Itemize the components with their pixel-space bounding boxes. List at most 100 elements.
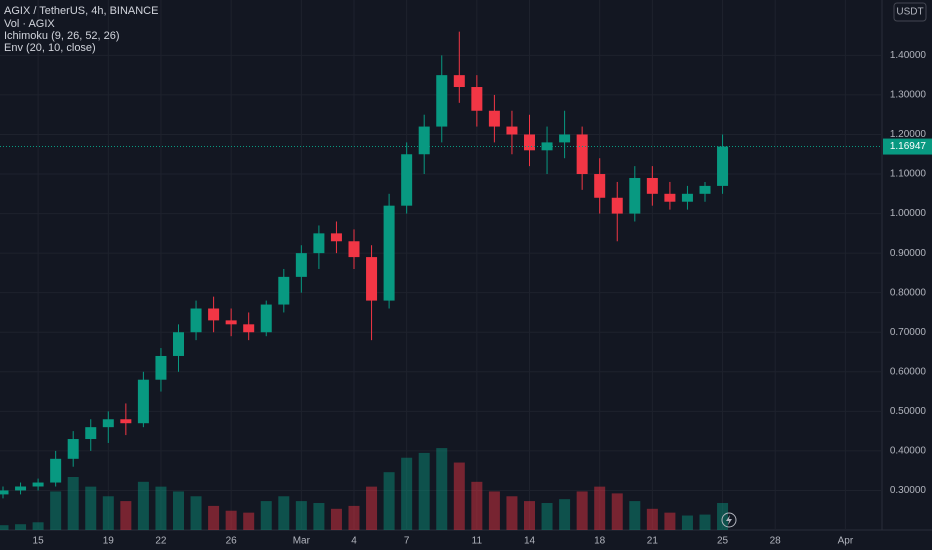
volume-bar: [418, 452, 430, 530]
x-tick-label: 26: [226, 536, 238, 547]
candle-body: [611, 197, 623, 214]
candle-body: [559, 134, 571, 143]
candle-body: [629, 177, 641, 214]
y-tick-label: 1.40000: [890, 50, 927, 61]
volume-bar: [664, 512, 676, 530]
volume-bar: [225, 510, 237, 530]
volume-bar: [348, 505, 360, 530]
candle-body: [681, 193, 693, 202]
volume-bar: [506, 496, 518, 530]
x-tick-label: Mar: [293, 536, 311, 547]
candle-body: [717, 146, 729, 186]
candle-body: [383, 205, 395, 301]
y-tick-label: 1.20000: [890, 129, 927, 140]
candle-body: [401, 154, 413, 206]
candle-body: [120, 419, 132, 424]
volume-bar: [173, 491, 184, 530]
volume-bar: [32, 522, 44, 530]
volume-bar: [681, 515, 693, 530]
y-tick-label: 1.00000: [890, 208, 927, 219]
axes: 0.30000 0.40000 0.50000 0.60000 0.70000 0.800…: [33, 50, 932, 547]
x-tick-label: 22: [155, 536, 167, 547]
indicator-label: Env (20, 10, close): [4, 42, 96, 54]
candle-body: [208, 308, 220, 321]
x-tick-label: 18: [594, 536, 606, 547]
candle-body: [278, 276, 290, 305]
volume-bar: [85, 486, 97, 530]
flash-icon-glyph: [726, 515, 732, 525]
candle-body: [137, 379, 149, 424]
candle-body: [50, 458, 62, 483]
volume-bar: [330, 508, 342, 530]
x-tick-label: 28: [770, 536, 782, 547]
x-tick-label: 21: [647, 536, 659, 547]
volume-bar: [383, 472, 395, 530]
volume-bar: [120, 501, 132, 530]
volume-bar: [260, 501, 272, 530]
volume-bar: [401, 457, 413, 530]
candle-body: [471, 87, 483, 111]
x-tick-label: Apr: [838, 536, 854, 547]
volume-bar: [208, 505, 220, 530]
x-tick-label: 14: [524, 536, 536, 547]
volume-bar: [0, 525, 9, 530]
candle-body: [295, 253, 307, 277]
candle-body: [436, 75, 448, 127]
candle-body: [243, 324, 255, 333]
volume-bar: [611, 493, 623, 530]
x-tick-label: 19: [103, 536, 115, 547]
volume-pane: [0, 448, 729, 530]
volume-bar: [524, 501, 535, 530]
x-tick-label: 4: [351, 536, 357, 547]
volume-bar: [629, 501, 641, 530]
y-tick-label: 0.60000: [890, 366, 927, 377]
candle-body: [366, 257, 378, 301]
candle-body: [85, 427, 97, 440]
volume-bar: [190, 496, 202, 530]
volume-bar: [295, 501, 307, 530]
volume-bar: [15, 524, 27, 530]
volume-bar: [453, 462, 465, 530]
x-tick-label: 7: [404, 536, 410, 547]
candle-body: [173, 332, 184, 356]
volume-bar: [102, 496, 114, 530]
indicator-label: Vol · AGIX: [4, 18, 55, 30]
flash-icon[interactable]: [721, 512, 737, 528]
x-tick-label: 11: [472, 536, 483, 547]
volume-bar: [471, 481, 483, 530]
volume-bar: [594, 486, 606, 530]
volume-bar: [576, 491, 588, 530]
candle-body: [646, 177, 658, 194]
candle-body: [418, 126, 430, 155]
candle-body: [576, 134, 588, 175]
y-tick-label: 0.80000: [890, 287, 927, 298]
candle-body: [664, 193, 676, 202]
candle-body: [541, 142, 553, 151]
currency-label[interactable]: USDT: [896, 7, 923, 18]
candle-body: [15, 486, 27, 491]
volume-bar: [50, 491, 62, 530]
candle-body: [488, 110, 500, 127]
currency-button[interactable]: [893, 2, 927, 22]
y-tick-label: 0.50000: [890, 406, 927, 417]
volume-bar: [155, 486, 167, 530]
candle-body: [155, 355, 167, 380]
y-tick-label: 0.90000: [890, 248, 927, 259]
chart-title: AGIX / TetherUS, 4h, BINANCE: [4, 5, 158, 17]
candle-body: [102, 419, 114, 428]
x-tick-label: 15: [33, 536, 45, 547]
volume-bar: [646, 508, 658, 530]
candle-body: [330, 233, 342, 242]
volume-bar: [559, 499, 571, 530]
candle-body: [506, 126, 518, 135]
candle-body: [699, 185, 711, 194]
candles: [0, 31, 882, 499]
volume-bar: [366, 486, 378, 530]
candle-body: [225, 320, 237, 325]
volume-bar: [313, 503, 325, 530]
last-price-box: [883, 138, 932, 155]
candle-body: [348, 241, 360, 258]
candle-body: [0, 490, 9, 495]
